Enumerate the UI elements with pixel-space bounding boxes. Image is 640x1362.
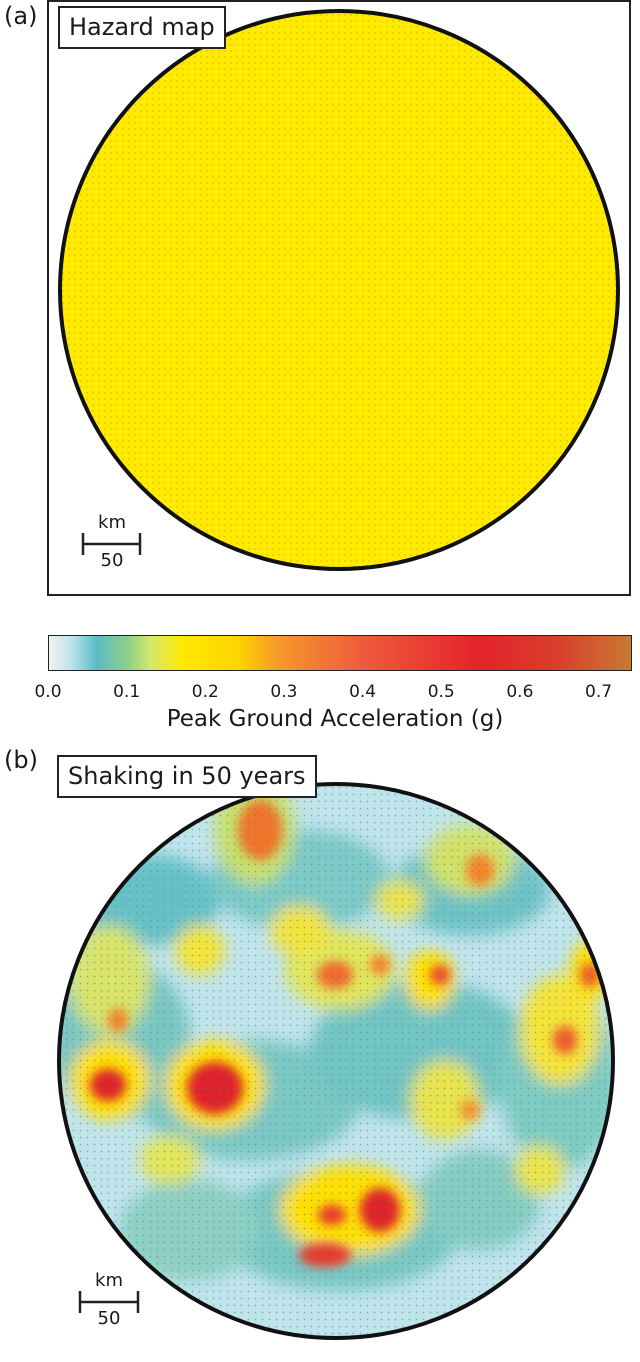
panel-b-title: Shaking in 50 years <box>57 755 317 798</box>
colorbar-tick-label: 0.4 <box>349 682 377 702</box>
colorbar-tick-label: 0.5 <box>427 682 455 702</box>
panel-b-scale-bar <box>78 1291 140 1313</box>
shaking-map-outline <box>57 782 615 1340</box>
colorbar-tick-label: 0.7 <box>585 682 613 702</box>
panel-a-scale-bar <box>81 533 142 555</box>
colorbar-tick-label: 0.6 <box>506 682 534 702</box>
panel-a-letter: (a) <box>4 2 38 30</box>
panel-b-letter: (b) <box>4 746 38 774</box>
panel-a-scale-unit: km <box>98 512 126 533</box>
colorbar <box>48 635 632 671</box>
colorbar-label: Peak Ground Acceleration (g) <box>166 706 504 732</box>
colorbar-tick-label: 0.3 <box>270 682 298 702</box>
panel-a-title: Hazard map <box>58 6 226 49</box>
colorbar-tick-label: 0.0 <box>34 682 62 702</box>
colorbar-tick-label: 0.1 <box>113 682 141 702</box>
panel-b-scale-unit: km <box>95 1270 123 1291</box>
panel-a-scale-value: 50 <box>100 550 124 571</box>
colorbar-tick-label: 0.2 <box>191 682 219 702</box>
hazard-map-dot-grid <box>62 13 616 567</box>
panel-b-scale-value: 50 <box>97 1308 121 1329</box>
